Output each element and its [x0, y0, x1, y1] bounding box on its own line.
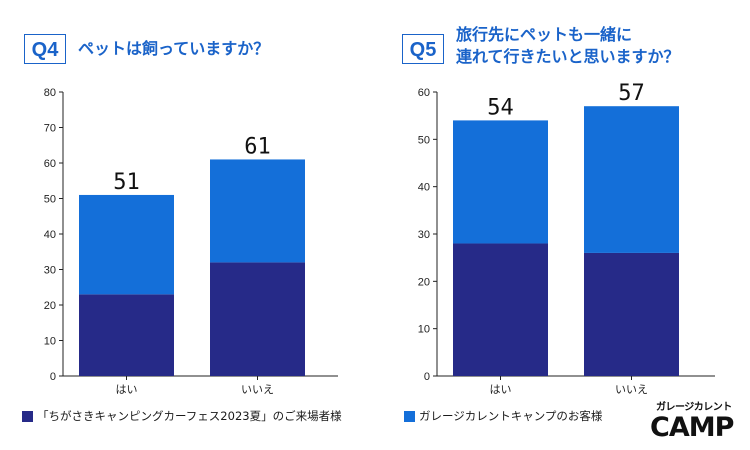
- q4-title: ペットは飼っていますか？: [78, 38, 269, 60]
- q5-y-tick-label: 20: [418, 276, 430, 288]
- q4-y-tick-label: 0: [50, 371, 56, 383]
- q4-y-tick-label: 30: [44, 265, 56, 277]
- q5-y-tick-label: 40: [418, 182, 430, 194]
- q4-y-tick-label: 80: [44, 87, 56, 99]
- q4-y-tick-label: 70: [44, 123, 56, 135]
- logo-camp-text: CAMP: [650, 412, 734, 443]
- garage-current-camp-logo: ガレージカレント CAMP: [650, 398, 750, 444]
- q4-bar-yes-upper: [79, 194, 174, 295]
- q4-y-tick-label: 50: [44, 194, 56, 206]
- q5-title-line-1: 旅行先にペットも一緒に: [456, 25, 633, 44]
- q4-bar-no-lower: [210, 262, 305, 376]
- q5-bar-yes-upper: [453, 120, 548, 244]
- q5-title-line-2: 連れて行きたいと思いますか？: [456, 47, 680, 66]
- q4-title-line: ペットは飼っていますか？: [78, 39, 270, 58]
- q4-total-label: 61: [244, 134, 271, 159]
- legend-item-festival: 「ちがさきキャンピングカーフェス2023夏」のご来場者様: [22, 408, 342, 424]
- q5-title: 旅行先にペットも一緒に 連れて行きたいと思いますか？: [456, 24, 680, 68]
- legend-label-customers: ガレージカレントキャンプのお客様: [419, 409, 603, 423]
- q5-bar-yes-lower: [453, 243, 548, 376]
- q5-bar-no-upper: [584, 106, 679, 253]
- q4-y-tick-label: 20: [44, 300, 56, 312]
- q5-y-tick-label: 30: [418, 229, 430, 241]
- q4-x-tick-label: いいえ: [241, 383, 274, 396]
- q4-bar-no-upper: [210, 159, 305, 263]
- q5-x-tick-label: いいえ: [615, 383, 648, 396]
- q4-badge: Q4: [24, 34, 66, 64]
- q5-y-tick-label: 0: [424, 371, 430, 383]
- legend-label-festival: 「ちがさきキャンピングカーフェス2023夏」のご来場者様: [37, 409, 342, 423]
- legend-item-customers: ガレージカレントキャンプのお客様: [404, 408, 602, 424]
- legend-swatch-festival: [22, 410, 33, 422]
- legend-swatch-customers: [404, 410, 415, 422]
- q4-x-tick-label: はい: [116, 383, 138, 396]
- q4-bar-yes-lower: [79, 294, 174, 376]
- q4-y-tick-label: 40: [44, 229, 56, 241]
- q4-y-tick-label: 60: [44, 158, 56, 170]
- q5-badge: Q5: [402, 34, 444, 64]
- q5-y-tick-label: 50: [418, 134, 430, 146]
- q5-bar-no-lower: [584, 252, 679, 376]
- q4-y-tick-label: 10: [44, 336, 56, 348]
- q5-x-tick-label: はい: [490, 383, 512, 396]
- q5-y-tick-label: 10: [418, 324, 430, 336]
- logo-top-text: ガレージカレント: [656, 402, 732, 413]
- q5-total-label: 57: [618, 81, 645, 106]
- q5-total-label: 54: [487, 95, 514, 120]
- q5-y-tick-label: 60: [418, 87, 430, 99]
- q4-total-label: 51: [113, 170, 140, 195]
